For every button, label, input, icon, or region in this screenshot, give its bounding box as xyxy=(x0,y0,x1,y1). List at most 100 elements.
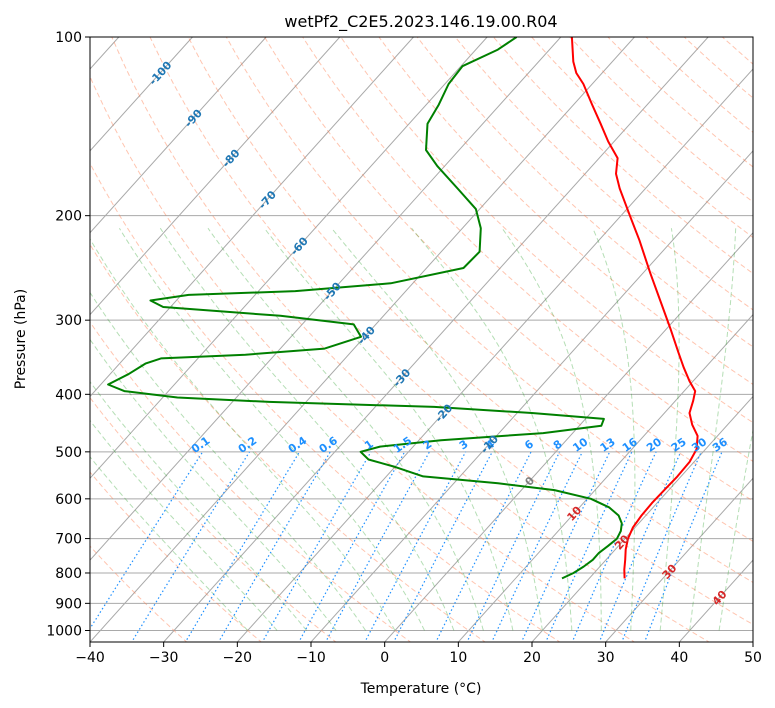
axes: −40 −30 −20 −10 0 10 20 30 40 5010020030040050060… xyxy=(46,30,762,666)
moist-adiabat xyxy=(411,227,573,631)
mixing-ratio-line xyxy=(184,451,301,642)
plot-frame xyxy=(89,36,754,643)
x-tick-label: 40 xyxy=(670,650,688,666)
temperature-profile xyxy=(570,37,699,579)
y-tick-label: 600 xyxy=(55,492,82,508)
y-tick-label: 400 xyxy=(55,387,82,403)
dry-adiabat xyxy=(607,37,753,168)
moist-adiabat xyxy=(90,338,337,631)
isotherm-label: -100 xyxy=(146,59,174,88)
isotherm-line xyxy=(531,395,753,642)
moist-adiabat xyxy=(207,227,484,631)
mixing-ratio-line xyxy=(324,451,431,642)
dry-adiabat xyxy=(90,321,412,642)
moist-adiabat xyxy=(264,227,514,631)
mixing-ratio-label: 0.4 xyxy=(286,434,310,456)
isotherm-line xyxy=(162,37,709,642)
x-tick-label: 20 xyxy=(523,650,541,666)
isotherm-line xyxy=(90,37,193,152)
mixing-ratio-line xyxy=(466,451,561,642)
dry-adiabat xyxy=(761,37,775,643)
mixing-ratio-label: 0.1 xyxy=(189,434,212,456)
moist-adiabat xyxy=(118,227,425,631)
y-axis-label: Pressure (hPa) xyxy=(13,289,29,389)
mixing-ratio-line xyxy=(621,451,702,642)
isotherm-line xyxy=(90,37,488,480)
mixing-ratio-line xyxy=(298,451,406,642)
moist-adiabat xyxy=(331,227,543,631)
dry-adiabat xyxy=(493,37,753,275)
x-tick-label: 0 xyxy=(380,650,389,666)
x-tick-label: 50 xyxy=(744,650,762,666)
dry-adiabat xyxy=(90,162,561,642)
dry-adiabat xyxy=(645,37,753,133)
dry-adiabat xyxy=(187,37,753,584)
moist-adiabat xyxy=(718,427,753,631)
dry-adiabat xyxy=(111,37,710,642)
moist-adiabat xyxy=(90,291,367,631)
mixing-ratio-label: 6 xyxy=(522,437,536,452)
isotherm-line xyxy=(90,37,635,642)
mixing-ratio-line xyxy=(131,451,251,642)
y-tick-label: 300 xyxy=(55,313,82,329)
x-tick-label: −40 xyxy=(75,650,105,666)
chart-title: wetPf2_C2E5.2023.146.19.00.R04 xyxy=(284,12,557,32)
dry-adiabat xyxy=(378,37,753,386)
mixing-ratio-line xyxy=(571,451,657,642)
y-tick-label: 900 xyxy=(55,596,82,612)
isotherm-line xyxy=(752,641,753,642)
x-tick-label: 30 xyxy=(597,650,615,666)
moist-adiabat xyxy=(90,456,249,631)
x-tick-label: 10 xyxy=(449,650,467,666)
moist-adiabat xyxy=(592,228,636,631)
x-tick-label: −20 xyxy=(223,650,253,666)
moist-adiabat xyxy=(689,228,737,631)
isopleth-labels: 0.1 0.2 0.4 0.6 1 1.5 2 3 4 6 8 10 13 16 20 25 30 36-100-… xyxy=(146,59,730,608)
isotherm-line xyxy=(90,37,414,398)
dry-adiabat xyxy=(340,37,753,424)
mixing-ratio-line xyxy=(491,451,583,642)
x-tick-label: −10 xyxy=(296,650,326,666)
y-tick-label: 500 xyxy=(55,445,82,461)
mixing-ratio-line xyxy=(643,451,723,642)
y-tick-label: 1000 xyxy=(46,624,82,640)
x-tick-label: −30 xyxy=(149,650,179,666)
isotherm-line xyxy=(457,313,753,642)
x-axis-label: Temperature (°C) xyxy=(360,681,482,697)
mixing-ratio-line xyxy=(435,451,532,642)
dry-adiabat xyxy=(90,396,337,642)
isotherm-line xyxy=(383,231,753,642)
dry-adiabat xyxy=(90,75,636,642)
dry-adiabat xyxy=(149,37,753,626)
moist-adiabat xyxy=(90,419,278,631)
dry-adiabat xyxy=(225,37,753,542)
isotherm-line xyxy=(90,37,267,234)
moist-adiabat xyxy=(90,238,396,631)
isotherm-line xyxy=(90,37,562,561)
isotherm-line xyxy=(90,37,341,316)
moist-adiabat xyxy=(159,227,455,631)
dewpoint-profile xyxy=(107,37,623,580)
mixing-ratio-label: 2 xyxy=(421,437,435,452)
isotherm-line xyxy=(604,477,753,642)
dry-adiabat xyxy=(454,37,753,311)
y-tick-label: 700 xyxy=(55,532,82,548)
mixing-ratio-label: 0.6 xyxy=(317,434,341,456)
mixing-ratio-label: 3 xyxy=(457,437,471,452)
isotherm-line xyxy=(236,68,753,642)
isotherm-line xyxy=(310,150,753,642)
y-tick-label: 200 xyxy=(55,209,82,225)
dry-adiabat xyxy=(416,37,753,348)
dry-adiabat xyxy=(90,243,486,642)
mixing-ratio-label: 1.5 xyxy=(391,434,414,456)
y-tick-label: 800 xyxy=(55,566,82,582)
dry-adiabat xyxy=(90,471,262,642)
mixing-ratio-line xyxy=(598,451,682,642)
y-tick-label: 100 xyxy=(55,30,82,46)
mixing-ratio-line xyxy=(364,451,467,642)
mixing-ratio-line xyxy=(90,451,204,630)
dry-adiabat xyxy=(264,37,753,502)
profile-series xyxy=(107,37,699,580)
background-grid xyxy=(90,37,775,643)
